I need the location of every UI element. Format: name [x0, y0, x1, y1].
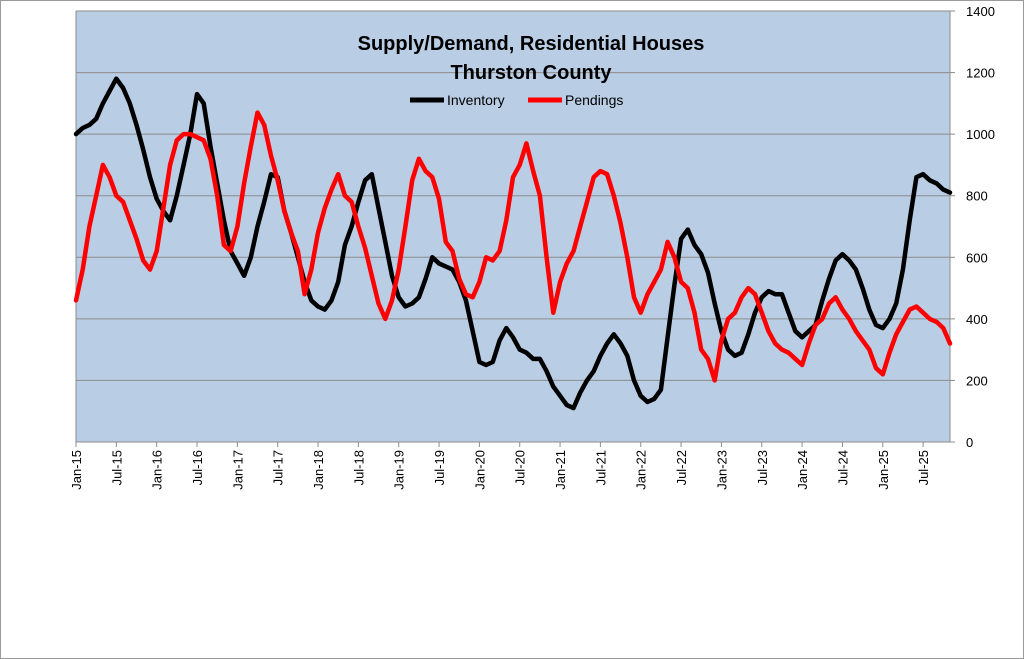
x-tick-label: Jul-15 — [109, 450, 124, 485]
y-tick-label: 800 — [966, 189, 988, 204]
series-lines — [73, 76, 953, 411]
x-tick-label: Jul-21 — [593, 450, 608, 485]
y-tick-label: 1000 — [966, 127, 995, 142]
x-tick-label: Jan-15 — [69, 450, 84, 490]
x-tick-label: Jul-23 — [755, 450, 770, 485]
y-axis-ticks: 0 200 400 600 800 1000 1200 1400 — [950, 4, 995, 450]
x-tick-label: Jan-21 — [553, 450, 568, 490]
x-tick-label: Jan-24 — [795, 450, 810, 490]
axes — [75, 11, 951, 443]
y-tick-label: 1200 — [966, 66, 995, 81]
legend-label-inventory: Inventory — [447, 92, 505, 108]
x-tick-label: Jan-23 — [714, 450, 729, 490]
x-tick-label: Jan-18 — [311, 450, 326, 490]
x-tick-label: Jul-16 — [190, 450, 205, 485]
legend-label-pendings: Pendings — [565, 92, 623, 108]
x-tick-label: Jan-16 — [150, 450, 165, 490]
x-tick-label: Jan-20 — [472, 450, 487, 490]
legend: Inventory Pendings — [410, 92, 623, 108]
y-tick-label: 1400 — [966, 4, 995, 19]
y-tick-label: 200 — [966, 373, 988, 388]
x-tick-label: Jul-25 — [916, 450, 931, 485]
series-line-inventory — [73, 76, 953, 411]
x-tick-label: Jan-19 — [392, 450, 407, 490]
x-tick-label: Jul-19 — [432, 450, 447, 485]
y-tick-label: 400 — [966, 312, 988, 327]
chart-subtitle: Thurston County — [450, 62, 612, 84]
gridlines — [76, 10, 950, 381]
y-tick-label: 0 — [966, 435, 973, 450]
x-tick-label: Jan-17 — [230, 450, 245, 490]
x-tick-label: Jul-20 — [513, 450, 528, 485]
series-line-pendings — [73, 110, 953, 383]
x-tick-label: Jan-25 — [876, 450, 891, 490]
x-tick-label: Jul-17 — [271, 450, 286, 485]
x-axis-ticks: Jan-15 Jul-15 Jan-16 Jul-16 Jan-17 Jul-17 Jan-… — [69, 442, 931, 490]
y-tick-label: 600 — [966, 250, 988, 265]
chart-title: Supply/Demand, Residential Houses — [358, 33, 705, 55]
x-tick-label: Jul-24 — [835, 450, 850, 485]
x-tick-label: Jul-22 — [674, 450, 689, 485]
x-tick-label: Jan-22 — [634, 450, 649, 490]
x-tick-label: Jul-18 — [351, 450, 366, 485]
